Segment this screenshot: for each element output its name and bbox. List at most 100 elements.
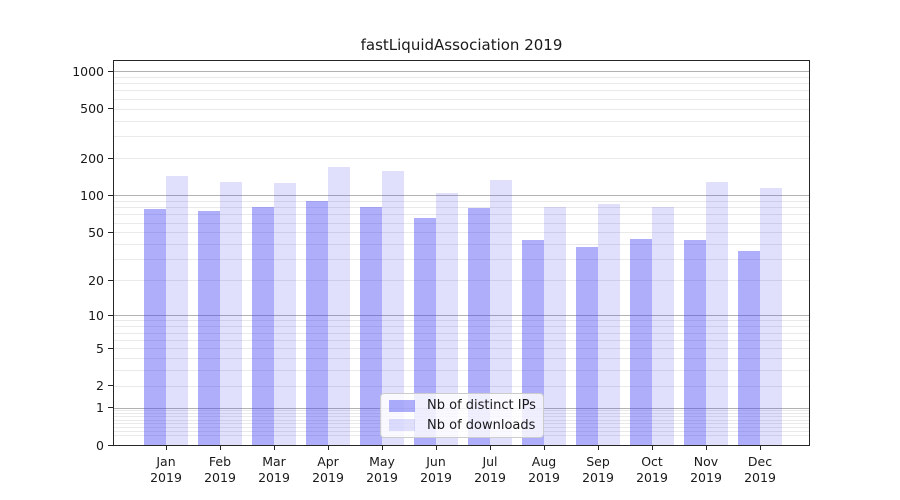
gridline-minor-3: [114, 370, 809, 371]
gridline-minor-4: [114, 357, 809, 359]
y-tick-mark-2: [108, 385, 113, 387]
gridline-minor-600: [114, 98, 809, 100]
x-tick-mark-oct: [651, 446, 653, 450]
gridline-minor-500: [114, 108, 809, 110]
gridline-minor-7: [114, 332, 809, 334]
gridline-major-10: [114, 315, 809, 317]
bar-distinct-ips-oct: [630, 239, 652, 445]
x-tick-label-mar: Mar 2019: [258, 454, 290, 485]
y-tick-label-50: 50: [88, 224, 104, 240]
gridline-minor-50: [114, 232, 809, 234]
x-tick-mark-dec: [759, 446, 761, 450]
y-tick-label-500: 500: [80, 101, 104, 117]
x-tick-mark-sep: [597, 446, 599, 450]
gridline-minor-700: [114, 90, 809, 92]
bar-downloads-feb: [220, 181, 242, 445]
gridline-minor-400: [114, 120, 809, 122]
gridline-minor-8: [114, 326, 809, 328]
y-tick-mark-5: [108, 347, 113, 349]
y-tick-label-10: 10: [88, 307, 104, 323]
x-tick-mark-may: [381, 446, 383, 450]
bar-downloads-oct: [652, 206, 674, 445]
plot-area: [113, 60, 810, 446]
y-tick-mark-50: [108, 231, 113, 234]
gridline-minor-2: [114, 385, 809, 387]
gridline-minor-70: [114, 214, 809, 216]
gridline-minor-800: [114, 83, 809, 85]
gridline-minor-5: [114, 348, 809, 349]
y-tick-label-200: 200: [80, 150, 104, 166]
y-tick-mark-100: [108, 194, 113, 197]
bar-downloads-sep: [598, 204, 620, 445]
legend-swatch-distinct-ips-icon: [389, 399, 415, 412]
bar-distinct-ips-dec: [738, 251, 760, 445]
gridline-minor-90: [114, 200, 809, 202]
gridline-minor-40: [114, 244, 809, 245]
bar-downloads-dec: [760, 187, 782, 445]
bar-downloads-nov: [706, 182, 728, 445]
gridline-minor-6: [114, 339, 809, 341]
x-tick-label-nov: Nov 2019: [690, 454, 722, 485]
x-tick-mark-apr: [327, 446, 329, 450]
bar-distinct-ips-mar: [252, 207, 274, 445]
x-tick-label-may: May 2019: [366, 454, 398, 485]
y-tick-mark-200: [108, 157, 113, 159]
x-tick-label-feb: Feb 2019: [204, 454, 236, 485]
bar-downloads-apr: [328, 166, 350, 445]
bar-distinct-ips-jan: [144, 209, 166, 445]
bar-distinct-ips-jun: [414, 217, 436, 445]
bar-downloads-mar: [274, 183, 296, 445]
bar-distinct-ips-nov: [684, 240, 706, 445]
y-tick-label-20: 20: [88, 272, 104, 288]
y-tick-mark-0: [108, 444, 113, 446]
y-tick-label-1000: 1000: [72, 63, 104, 79]
x-tick-mark-jan: [165, 446, 167, 450]
bar-downloads-jun: [436, 192, 458, 445]
chart-title: fastLiquidAssociation 2019: [360, 36, 563, 54]
y-tick-mark-1000: [108, 70, 113, 72]
x-tick-label-jun: Jun 2019: [420, 454, 452, 485]
y-tick-label-100: 100: [80, 187, 104, 203]
x-tick-mark-jul: [489, 446, 491, 450]
y-tick-mark-20: [108, 279, 113, 282]
x-tick-label-apr: Apr 2019: [312, 454, 344, 485]
y-tick-label-1: 1: [96, 400, 104, 415]
legend-item-distinct-ips: Nb of distinct IPs: [387, 398, 537, 414]
x-tick-label-sep: Sep 2019: [582, 454, 614, 485]
y-tick-label-5: 5: [96, 340, 104, 356]
gridline-minor-200: [114, 158, 809, 159]
gridline-minor-300: [114, 136, 809, 138]
legend-item-downloads: Nb of downloads: [387, 418, 537, 434]
gridline-minor-30: [114, 259, 809, 261]
legend: Nb of distinct IPs Nb of downloads: [380, 393, 544, 438]
x-tick-mark-feb: [219, 446, 221, 450]
y-tick-mark-1: [108, 407, 113, 409]
gridline-minor-9: [114, 320, 809, 322]
legend-swatch-downloads-icon: [389, 419, 415, 432]
bar-distinct-ips-jul: [468, 207, 490, 445]
x-tick-label-jul: Jul 2019: [474, 454, 506, 485]
bar-downloads-aug: [544, 206, 566, 445]
bar-distinct-ips-sep: [576, 246, 598, 445]
bar-distinct-ips-apr: [306, 200, 328, 445]
y-tick-mark-10: [108, 314, 113, 317]
x-tick-mark-jun: [435, 446, 437, 450]
gridline-minor-900: [114, 76, 809, 78]
bar-distinct-ips-may: [360, 206, 382, 445]
x-tick-label-jan: Jan 2019: [150, 454, 182, 485]
bar-downloads-jul: [490, 179, 512, 445]
legend-label-distinct-ips: Nb of distinct IPs: [427, 398, 536, 414]
x-tick-label-aug: Aug 2019: [528, 454, 560, 485]
x-tick-mark-aug: [543, 446, 545, 450]
gridline-major-1000: [114, 71, 809, 73]
y-tick-label-2: 2: [96, 378, 104, 394]
x-tick-label-dec: Dec 2019: [744, 454, 776, 485]
gridline-major-100: [114, 195, 809, 197]
x-tick-mark-nov: [705, 446, 707, 450]
x-tick-mark-mar: [273, 446, 275, 450]
y-tick-mark-500: [108, 108, 113, 110]
bar-distinct-ips-feb: [198, 211, 220, 445]
gridline-minor-20: [114, 280, 809, 282]
gridline-minor-60: [114, 222, 809, 224]
